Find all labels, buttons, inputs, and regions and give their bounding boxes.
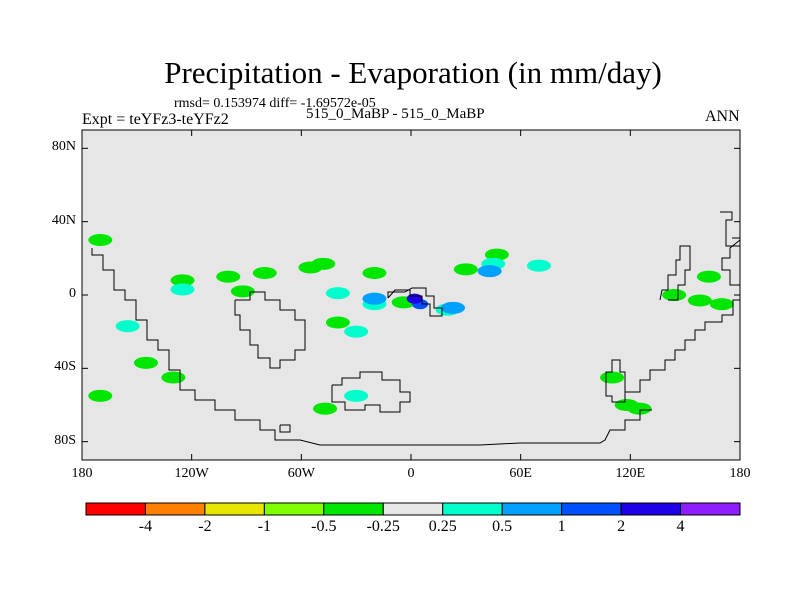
x-tick-label-0: 180: [71, 466, 93, 481]
y-tick-label-3: 40S: [54, 359, 76, 375]
anomaly-0: [170, 274, 195, 287]
experiment-label: Expt = teYFz3-teYFz2: [82, 111, 229, 128]
y-tick-label-1: 40N: [51, 212, 76, 228]
anomaly-23: [170, 283, 195, 296]
coastline-africa: [387, 287, 443, 317]
coastline-east-continent: [605, 239, 741, 403]
colorbar-swatch-2: [204, 502, 265, 516]
anomaly-36: [362, 292, 387, 305]
colorbar-swatch-5: [382, 502, 444, 516]
colorbar-swatch-9: [620, 502, 682, 516]
tick-layer: [81, 130, 741, 460]
anomaly-12: [133, 356, 158, 369]
anomaly-11: [325, 316, 350, 329]
anomaly-28: [526, 259, 551, 272]
axes: [81, 129, 741, 461]
anomaly-8: [453, 263, 478, 276]
colorbar-label-5: 0.25: [428, 518, 457, 535]
colorbar-swatch-10: [680, 502, 741, 516]
x-tick-label-3: 0: [407, 466, 415, 481]
colorbar-label-7: 1: [557, 518, 566, 535]
anomaly-6: [230, 285, 255, 298]
anomaly-7: [362, 267, 387, 279]
coastline-antarctic-island: [331, 371, 411, 413]
anomaly-13: [88, 389, 113, 402]
anomaly-16: [709, 298, 734, 311]
anomaly-14: [161, 371, 186, 384]
anomaly-layer: [88, 234, 734, 415]
chart-title: Precipitation - Evaporation (in mm/day): [164, 55, 662, 90]
anomaly-35: [477, 265, 502, 278]
colorbar-label-3: -0.5: [311, 518, 337, 535]
coastline-east-margin: [659, 245, 691, 301]
colorbar-label-9: 4: [676, 518, 685, 535]
colorbar-swatch-8: [561, 502, 622, 516]
colorbar-label-2: -1: [257, 518, 272, 535]
anomaly-33: [406, 293, 423, 304]
coastline-americas: [91, 248, 652, 446]
x-tick-label-2: 60W: [287, 466, 315, 481]
colorbar-swatch-4: [323, 502, 384, 516]
y-tick-label-4: 80S: [54, 432, 76, 448]
colorbar-label-1: -2: [198, 518, 212, 535]
colorbar-swatch-1: [144, 502, 206, 516]
anomaly-31: [344, 325, 369, 338]
colorbar-swatch-0: [85, 502, 146, 516]
season-label: ANN: [705, 108, 740, 125]
colorbar-label-4: -0.25: [366, 518, 400, 535]
colorbar-label-8: 2: [617, 518, 626, 535]
colorbar-label-0: -4: [138, 518, 153, 535]
anomaly-1: [216, 270, 241, 283]
colorbar-swatch-7: [501, 502, 563, 516]
anomaly-24: [325, 287, 350, 300]
anomaly-22: [313, 402, 338, 415]
colorbar-swatch-3: [263, 502, 325, 516]
anomaly-29: [115, 320, 140, 333]
anomaly-34: [441, 301, 466, 314]
x-tick-label-6: 180: [729, 466, 751, 481]
anomaly-17: [662, 289, 687, 301]
anomaly-21: [600, 371, 625, 384]
coastline-south-america: [234, 291, 306, 369]
x-tick-label-4: 60E: [509, 466, 532, 481]
colorbar-label-6: 0.5: [492, 518, 513, 535]
y-tick-label-0: 80N: [51, 139, 76, 155]
stats-label: rmsd= 0.153974 diff= -1.69572e-05: [174, 96, 376, 111]
anomaly-30: [344, 389, 369, 402]
y-tick-label-2: 0: [69, 286, 76, 301]
x-tick-label-5: 120E: [615, 466, 646, 481]
anomaly-2: [252, 267, 277, 279]
period-label: 515_0_MaBP - 515_0_MaBP: [306, 106, 485, 122]
anomaly-20: [627, 402, 652, 415]
anomaly-4: [311, 257, 336, 270]
anomaly-9: [484, 248, 509, 261]
anomaly-18: [687, 294, 712, 307]
coastlines: [91, 211, 741, 446]
coastline-small-island: [279, 424, 291, 433]
anomaly-5: [88, 234, 113, 246]
anomaly-15: [696, 270, 721, 283]
colorbar-swatch-6: [442, 502, 503, 516]
x-tick-label-1: 120W: [174, 466, 209, 481]
colorbar: [85, 502, 741, 516]
